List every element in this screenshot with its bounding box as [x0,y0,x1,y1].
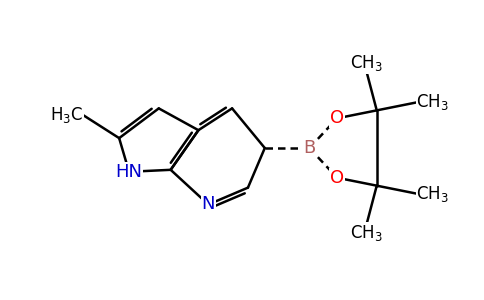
Text: HN: HN [116,163,143,181]
Text: O: O [330,109,344,127]
Text: CH$_3$: CH$_3$ [416,184,449,204]
Text: O: O [330,169,344,187]
Text: CH$_3$: CH$_3$ [350,53,383,73]
Text: CH$_3$: CH$_3$ [416,92,449,112]
Text: CH$_3$: CH$_3$ [350,223,383,243]
Text: H$_3$C: H$_3$C [50,105,83,125]
Text: B: B [303,139,316,157]
Text: N: N [201,196,215,214]
